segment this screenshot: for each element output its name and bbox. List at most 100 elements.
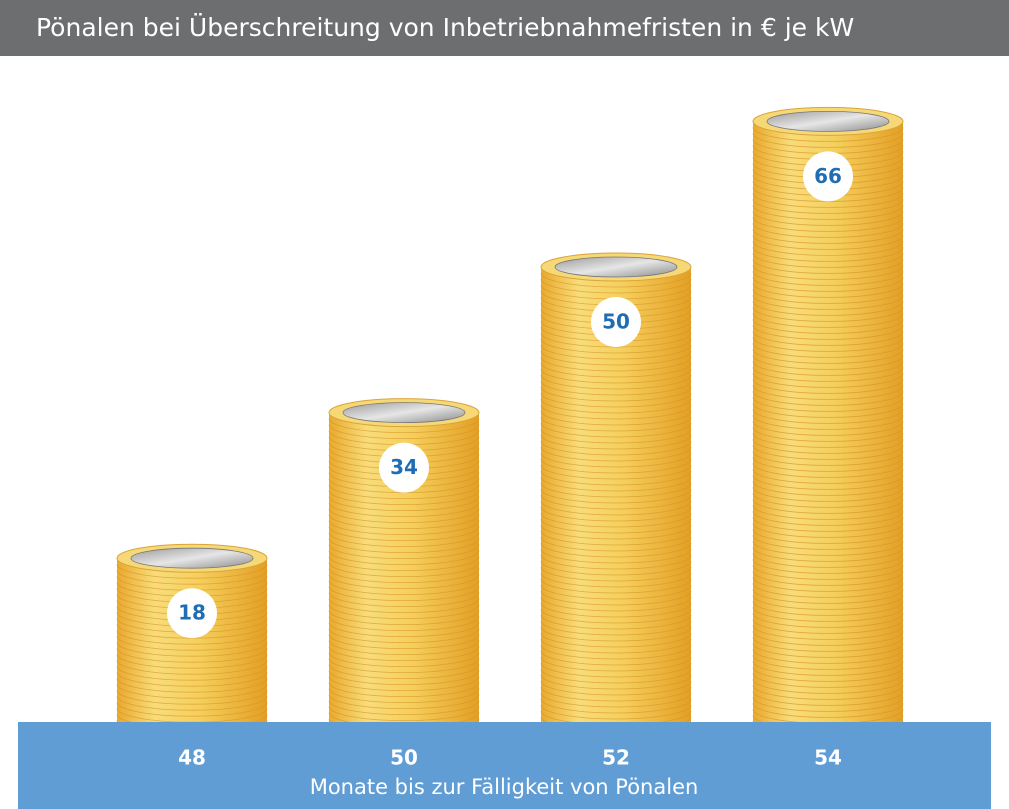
coin-edge: [752, 631, 904, 646]
coin-edge: [540, 698, 692, 714]
coin-edge: [752, 547, 904, 562]
coin-edge: [540, 692, 692, 708]
coin-edge: [752, 301, 904, 316]
coin-face: [130, 547, 254, 569]
coin-edge: [752, 475, 904, 490]
coin-stack: 18: [116, 543, 268, 736]
coin-stack: 66: [752, 106, 904, 736]
coin-edge: [328, 496, 480, 511]
value-label: 18: [178, 601, 206, 625]
coin-edge: [752, 343, 904, 358]
coin-edge: [328, 646, 480, 661]
coin-edge: [540, 590, 692, 606]
coin-edge: [540, 356, 692, 372]
coin-edge: [328, 556, 480, 571]
coin-edge: [540, 686, 692, 702]
coin-edge: [328, 490, 480, 505]
coin-edge: [752, 643, 904, 658]
margin: [991, 56, 1009, 809]
bar: [753, 121, 903, 722]
coin-edge: [328, 508, 480, 523]
label-badge: [591, 297, 641, 347]
coin-edge: [540, 680, 692, 696]
coin-edge: [752, 421, 904, 436]
coin-edge: [328, 664, 480, 679]
coin-edge: [328, 574, 480, 589]
coin-edge: [752, 247, 904, 262]
coin-edge: [328, 604, 480, 619]
coin-edge: [752, 703, 904, 718]
coin-edge: [752, 463, 904, 478]
coin-edge: [328, 502, 480, 517]
coin-edge: [540, 410, 692, 426]
coin-edge: [328, 634, 480, 649]
coin-edge: [752, 331, 904, 346]
coin-edge: [540, 632, 692, 648]
value-label: 66: [814, 164, 842, 188]
coin-edge: [752, 451, 904, 466]
coin-edge: [752, 367, 904, 382]
coin-edge: [540, 344, 692, 360]
coin-edge: [328, 622, 480, 637]
coin-edge: [540, 446, 692, 462]
coin-edge: [752, 205, 904, 220]
coin-edge: [540, 428, 692, 444]
coin-edge: [752, 559, 904, 574]
coin-edge: [540, 656, 692, 672]
chart-title: Pönalen bei Überschreitung von Inbetrieb…: [36, 13, 854, 42]
coin-edge: [116, 690, 268, 705]
coin-edge: [752, 415, 904, 430]
coin-edge: [116, 660, 268, 675]
coin-edge: [540, 278, 692, 294]
coin-edge: [540, 440, 692, 456]
coin-edge: [540, 530, 692, 546]
coin-edge: [328, 538, 480, 553]
coin-edge: [540, 560, 692, 576]
coin-edge: [540, 668, 692, 684]
coin-edge: [752, 295, 904, 310]
coin-edge: [540, 608, 692, 624]
coin-edge: [752, 265, 904, 280]
coin-edge: [752, 697, 904, 712]
coin-edge: [752, 211, 904, 226]
coin-edge: [540, 458, 692, 474]
coin-edge: [116, 684, 268, 699]
value-label: 34: [390, 455, 418, 479]
coin-edge: [540, 380, 692, 396]
coin-edge: [540, 506, 692, 522]
x-tick-label: 48: [178, 746, 206, 770]
coin-edge: [540, 362, 692, 378]
margin: [0, 56, 18, 809]
coin-edge: [540, 494, 692, 510]
coin-edge: [116, 702, 268, 717]
coin-edge: [540, 500, 692, 516]
coin-edge: [540, 626, 692, 642]
coin-edge: [752, 661, 904, 676]
coin-edge: [540, 404, 692, 420]
coin-edge: [752, 457, 904, 472]
coin-edge: [328, 610, 480, 625]
coin-edge: [752, 361, 904, 376]
coin-edge: [328, 544, 480, 559]
coin-edge: [752, 685, 904, 700]
coin-edge: [752, 511, 904, 526]
coin-edge: [116, 678, 268, 693]
coin-edge: [540, 548, 692, 564]
coin-face: [766, 111, 890, 132]
coin-edge: [752, 439, 904, 454]
coin-edge: [328, 676, 480, 691]
coin-edge: [752, 601, 904, 616]
coin-edge: [752, 679, 904, 694]
coin-edge: [328, 652, 480, 667]
coin-edge: [752, 637, 904, 652]
coin-edge: [328, 484, 480, 499]
coin-edge: [752, 493, 904, 508]
coin-edge: [328, 586, 480, 601]
x-tick-label: 50: [390, 746, 418, 770]
coin-edge: [752, 469, 904, 484]
coin-edge: [752, 427, 904, 442]
coin-edge: [540, 566, 692, 582]
coin-edge: [328, 640, 480, 655]
coin-edge: [116, 654, 268, 669]
coin-edge: [540, 368, 692, 384]
